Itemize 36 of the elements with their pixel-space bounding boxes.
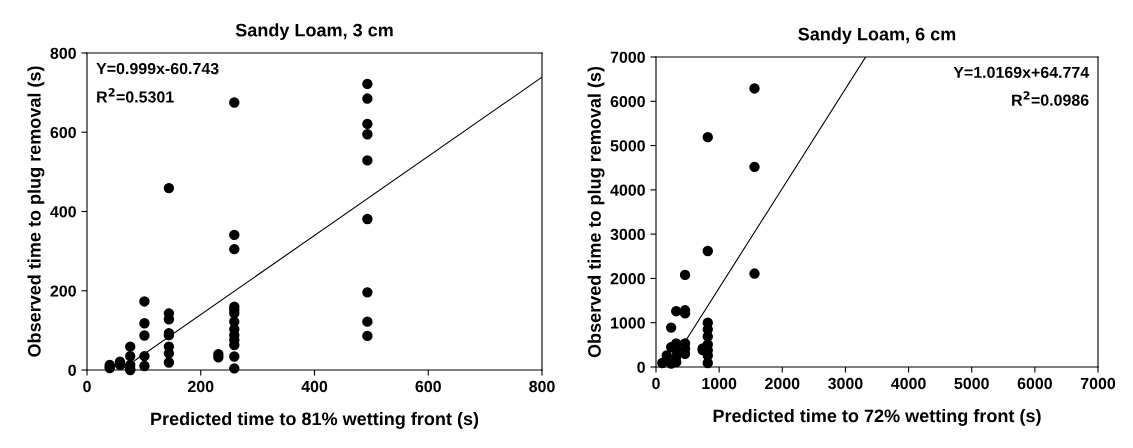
x-tick-label: 7000 xyxy=(1080,377,1116,390)
y-tick-label: 800 xyxy=(50,47,76,59)
x-tick-label: 600 xyxy=(415,380,441,393)
x-tick-label: 2000 xyxy=(765,377,800,390)
x-axis-title: Predicted time to 72% wetting front (s) xyxy=(713,408,1041,426)
y-tick-label: 5000 xyxy=(610,140,645,152)
y-axis-title: Observed time to plug removal (s) xyxy=(587,66,605,358)
y-tick-label: 7000 xyxy=(610,51,645,63)
y-tick-label: 400 xyxy=(50,206,76,218)
y-tick-label: 1000 xyxy=(611,317,645,329)
y-tick-label: 6000 xyxy=(610,95,645,108)
x-tick-label: 3000 xyxy=(828,377,863,390)
x-tick-label: 1000 xyxy=(702,377,737,390)
chart-title: Sandy Loam, 6 cm xyxy=(798,27,956,45)
y-axis-title: Observed time to plug removal (s) xyxy=(27,66,45,357)
y-tick-label: 3000 xyxy=(610,228,645,241)
chart-title: Sandy Loam, 3 cm xyxy=(235,23,393,41)
y-tick-label: 600 xyxy=(50,126,76,139)
x-tick-label: 0 xyxy=(652,377,660,390)
y-tick-label: 200 xyxy=(50,285,76,297)
x-tick-label: 200 xyxy=(187,380,214,393)
y-tick-label: 0 xyxy=(637,361,645,373)
annotation: Y=1.0169x+64.774 xyxy=(953,66,1090,79)
annotation: R$^{2}$=0.5301 xyxy=(97,88,174,103)
x-axis-title: Predicted time to 81% wetting front (s) xyxy=(151,411,479,429)
y-tick-label: 4000 xyxy=(610,184,645,196)
y-tick-label: 0 xyxy=(68,364,76,376)
x-tick-label: 4000 xyxy=(891,377,926,390)
x-tick-label: 400 xyxy=(301,380,328,393)
x-tick-label: 5000 xyxy=(954,377,989,390)
annotation: Y=0.999x-60.743 xyxy=(96,62,219,75)
x-tick-label: 0 xyxy=(83,380,91,393)
y-tick-label: 2000 xyxy=(610,273,645,285)
annotation: R$^{2}$=0.0986 xyxy=(1012,91,1089,106)
x-tick-label: 800 xyxy=(529,380,555,393)
x-tick-label: 6000 xyxy=(1017,377,1052,390)
